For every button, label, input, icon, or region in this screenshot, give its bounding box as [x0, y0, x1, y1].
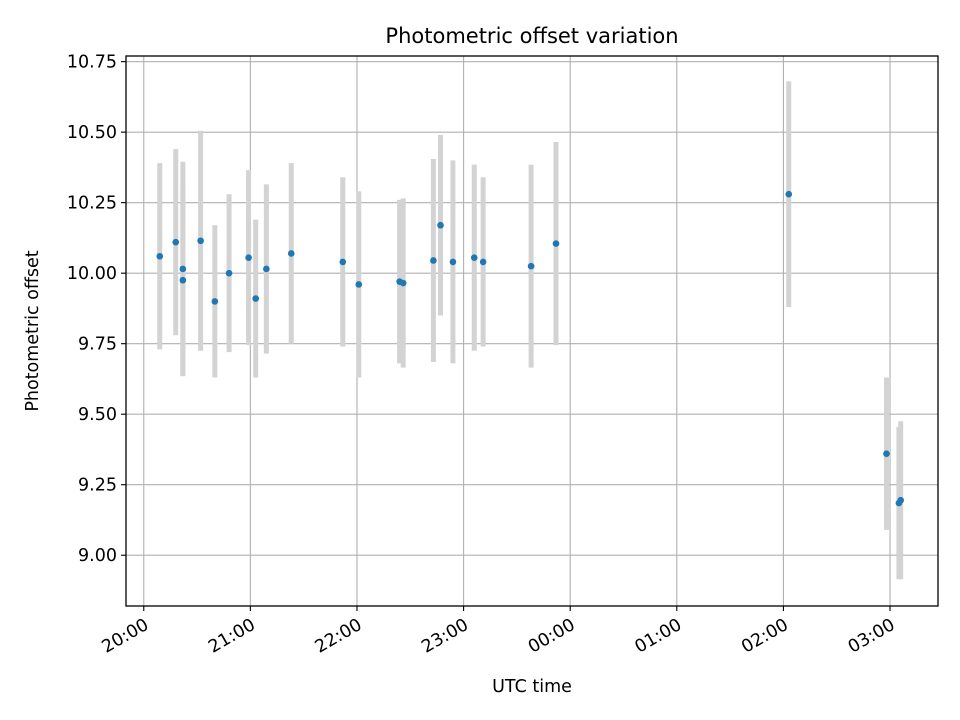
data-point [470, 254, 478, 261]
x-axis-ticks: 20:00 21:00 22:00 23:00 00:00 01:00 02:00 03:00 [99, 606, 899, 658]
y-tick-label: 9.50 [78, 405, 117, 425]
data-points [156, 190, 904, 507]
data-point [225, 269, 233, 277]
data-point [172, 238, 180, 246]
chart-title: Photometric offset variation [385, 24, 678, 48]
y-tick-label: 10.50 [67, 123, 117, 143]
y-tick-label: 10.25 [67, 194, 117, 214]
data-point [552, 240, 560, 247]
x-tick-label: 00:00 [525, 615, 579, 658]
y-axis-ticks: 9.00 9.25 9.50 9.75 10.00 10.25 10.50 10.75 [67, 53, 126, 566]
data-point [399, 279, 407, 287]
x-tick-label: 22:00 [312, 615, 366, 658]
data-point [156, 252, 164, 260]
x-tick-label: 01:00 [632, 615, 686, 658]
data-point [245, 254, 252, 261]
data-point [263, 265, 270, 273]
data-point [287, 250, 295, 257]
data-point [897, 496, 904, 504]
data-point [211, 298, 219, 305]
x-tick-label: 03:00 [845, 615, 899, 658]
y-tick-label: 9.25 [78, 476, 117, 496]
y-tick-label: 10.00 [67, 264, 117, 284]
data-point [430, 257, 437, 264]
data-point [355, 281, 363, 288]
x-tick-label: 21:00 [205, 615, 259, 658]
y-tick-label: 10.75 [67, 53, 117, 73]
data-point [197, 237, 204, 245]
data-point [527, 262, 535, 270]
data-point [252, 295, 260, 302]
x-axis-label: UTC time [492, 677, 572, 697]
data-point [437, 221, 444, 229]
y-tick-label: 9.75 [78, 335, 117, 355]
data-point [449, 258, 457, 266]
x-tick-label: 02:00 [738, 615, 792, 658]
data-point [479, 258, 487, 266]
x-tick-label: 23:00 [418, 615, 472, 658]
error-bars [157, 81, 904, 580]
plot-frame [125, 55, 939, 607]
y-axis-label: Photometric offset [23, 250, 43, 411]
data-point [785, 190, 793, 198]
data-point [339, 258, 347, 266]
data-point [179, 276, 187, 284]
y-tick-label: 9.00 [78, 546, 117, 566]
data-point [179, 265, 187, 273]
x-tick-label: 20:00 [99, 615, 153, 658]
data-point [883, 450, 890, 457]
